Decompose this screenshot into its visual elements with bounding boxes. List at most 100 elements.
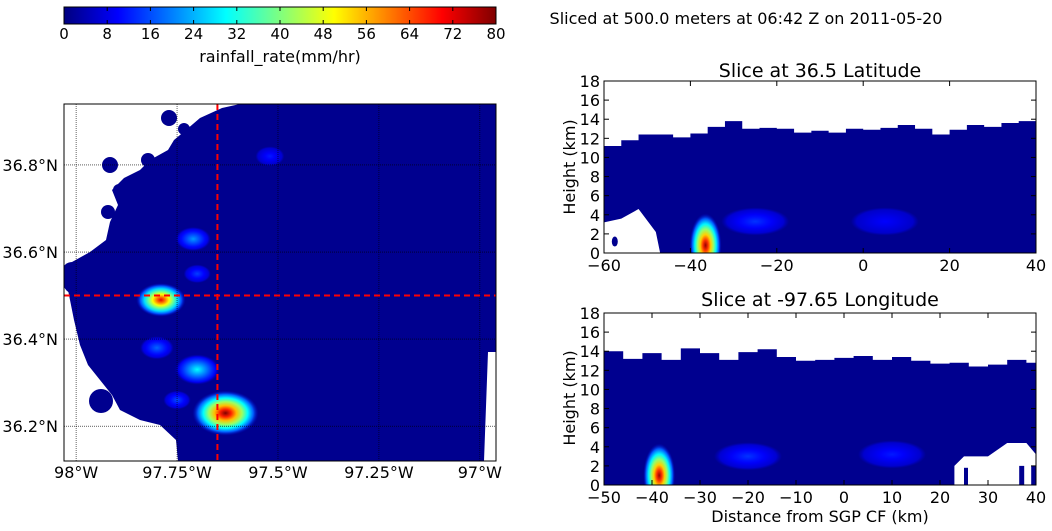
colorbar-label: rainfall_rate(mm/hr) — [199, 47, 361, 67]
colorbar-tick-label: 56 — [357, 25, 376, 43]
map-tick-labels: 36.8°N 36.6°N 36.4°N 36.2°N 98°W 97.75°W 97.5°… — [2, 156, 502, 482]
colorbar-tick-label: 0 — [59, 25, 69, 43]
longitude-slice-ytick-label: 8 — [590, 400, 600, 419]
latitude-slice-panel: Slice at 36.5 Latitude Height (km) −60 −4… — [560, 60, 1047, 275]
latitude-slice-ylabel: Height (km) — [560, 119, 579, 214]
latitude-slice-core — [721, 207, 790, 236]
longitude-slice-xtick-label: 30 — [978, 488, 998, 507]
longitude-slice-ytick-label: 4 — [590, 438, 600, 457]
map-blob — [107, 234, 119, 246]
map-lat-label: 36.4°N — [2, 330, 58, 349]
map-rain-cell — [183, 264, 211, 284]
map-field — [64, 104, 496, 461]
map-blob — [225, 121, 239, 135]
longitude-slice-ytick-label: 16 — [580, 323, 600, 342]
longitude-slice-xtick-label: 10 — [882, 488, 902, 507]
map-blob — [101, 205, 115, 219]
colorbar-tick-label: 40 — [270, 25, 289, 43]
longitude-slice-core — [643, 443, 676, 485]
longitude-slice-echo-fragment — [964, 467, 968, 485]
latitude-slice-xtick-label: 0 — [858, 256, 868, 275]
longitude-slice-cores — [643, 440, 926, 485]
longitude-slice-xlabel: Distance from SGP CF (km) — [711, 507, 928, 526]
map-blob — [113, 184, 125, 196]
map-lon-label: 97.5°W — [248, 463, 308, 482]
latitude-slice-core — [850, 207, 919, 236]
longitude-slice-ytick-label: 10 — [580, 380, 600, 399]
latitude-slice-ytick-label: 0 — [590, 244, 600, 263]
map-slice-lines — [64, 104, 496, 461]
longitude-slice-ytick-label: 18 — [580, 304, 600, 323]
longitude-slice-ytick-label: 2 — [590, 457, 600, 476]
figure-suptitle: Sliced at 500.0 meters at 06:42 Z on 201… — [550, 9, 943, 28]
longitude-slice-ytick-label: 12 — [580, 361, 600, 380]
longitude-slice-panel: Slice at -97.65 Longitude Height (km) Di… — [560, 289, 1046, 526]
colorbar: 0 8 16 24 32 40 48 56 64 72 80 rainfall_rate(mm/hr… — [59, 6, 506, 67]
colorbar-tick-label: 64 — [400, 25, 419, 43]
longitude-slice-echo-area — [604, 348, 1036, 485]
map-graticule — [64, 104, 496, 461]
latitude-slice-ytick-label: 14 — [580, 110, 600, 129]
latitude-slice-echo-area — [604, 121, 1036, 253]
latitude-slice-ytick-label: 2 — [590, 225, 600, 244]
longitude-slice-echo-fragment — [1031, 465, 1036, 485]
latitude-slice-frame — [603, 80, 1037, 254]
plan-view-map: 36.8°N 36.6°N 36.4°N 36.2°N 98°W 97.75°W 97.5°… — [2, 103, 502, 482]
longitude-slice-title: Slice at -97.65 Longitude — [701, 289, 939, 311]
latitude-slice-xtick-label: −20 — [760, 256, 794, 275]
map-blob — [80, 290, 100, 310]
longitude-slice-xtick-label: −40 — [635, 488, 669, 507]
longitude-slice-echo — [604, 348, 1036, 485]
colorbar-tick-label: 16 — [141, 25, 160, 43]
colorbar-tick-label: 8 — [102, 25, 112, 43]
latitude-slice-ytick-label: 4 — [590, 206, 600, 225]
map-lon-label: 97.25°W — [344, 463, 414, 482]
colorbar-ticks: 0 8 16 24 32 40 48 56 64 72 80 — [59, 7, 506, 43]
colorbar-tick-label: 32 — [227, 25, 246, 43]
longitude-slice-ytick-label: 14 — [580, 342, 600, 361]
longitude-slice-ytick-label: 6 — [590, 419, 600, 438]
map-lon-label: 97.75°W — [142, 463, 212, 482]
map-rain-cell — [174, 354, 220, 385]
map-lon-label: 97°W — [458, 463, 502, 482]
longitude-slice-xtick-label: −20 — [731, 488, 765, 507]
longitude-slice-xtick-label: 20 — [930, 488, 950, 507]
map-echo-blobs — [64, 110, 239, 413]
longitude-slice-xtick-label: 0 — [839, 488, 849, 507]
longitude-slice-xtick-label: −50 — [587, 488, 621, 507]
map-lat-label: 36.8°N — [2, 156, 58, 175]
colorbar-tick-label: 24 — [184, 25, 203, 43]
map-blob — [178, 123, 190, 135]
latitude-slice-clear-air — [604, 209, 661, 253]
map-rain-cell — [175, 226, 211, 251]
latitude-slice-echo-fragment — [611, 236, 618, 247]
map-rain-region — [66, 104, 496, 461]
longitude-slice-xtick-label: 40 — [1026, 488, 1046, 507]
map-lon-label: 98°W — [54, 463, 98, 482]
longitude-slice-xtick-label: −30 — [683, 488, 717, 507]
latitude-slice-xtick-label: −40 — [674, 256, 708, 275]
latitude-slice-ytick-label: 6 — [590, 187, 600, 206]
longitude-slice-frame — [603, 312, 1037, 486]
colorbar-tick-label: 48 — [314, 25, 333, 43]
colorbar-tick-label: 72 — [443, 25, 462, 43]
map-blob — [89, 389, 113, 413]
map-blob — [161, 110, 177, 126]
latitude-slice-title: Slice at 36.5 Latitude — [719, 60, 921, 82]
map-rain-cell — [139, 336, 174, 360]
map-rain-cell — [192, 390, 259, 436]
latitude-slice-xtick-label: −60 — [587, 256, 621, 275]
map-blob — [85, 306, 109, 330]
latitude-slice-ytick-label: 18 — [580, 72, 600, 91]
map-rain-cell — [136, 283, 186, 317]
latitude-slice-ytick-label: 16 — [580, 91, 600, 110]
map-frame — [63, 103, 497, 462]
longitude-slice-core — [714, 442, 782, 471]
latitude-slice-cores — [689, 207, 919, 253]
map-rain-cell — [255, 146, 285, 167]
latitude-slice-ytick-label: 10 — [580, 148, 600, 167]
